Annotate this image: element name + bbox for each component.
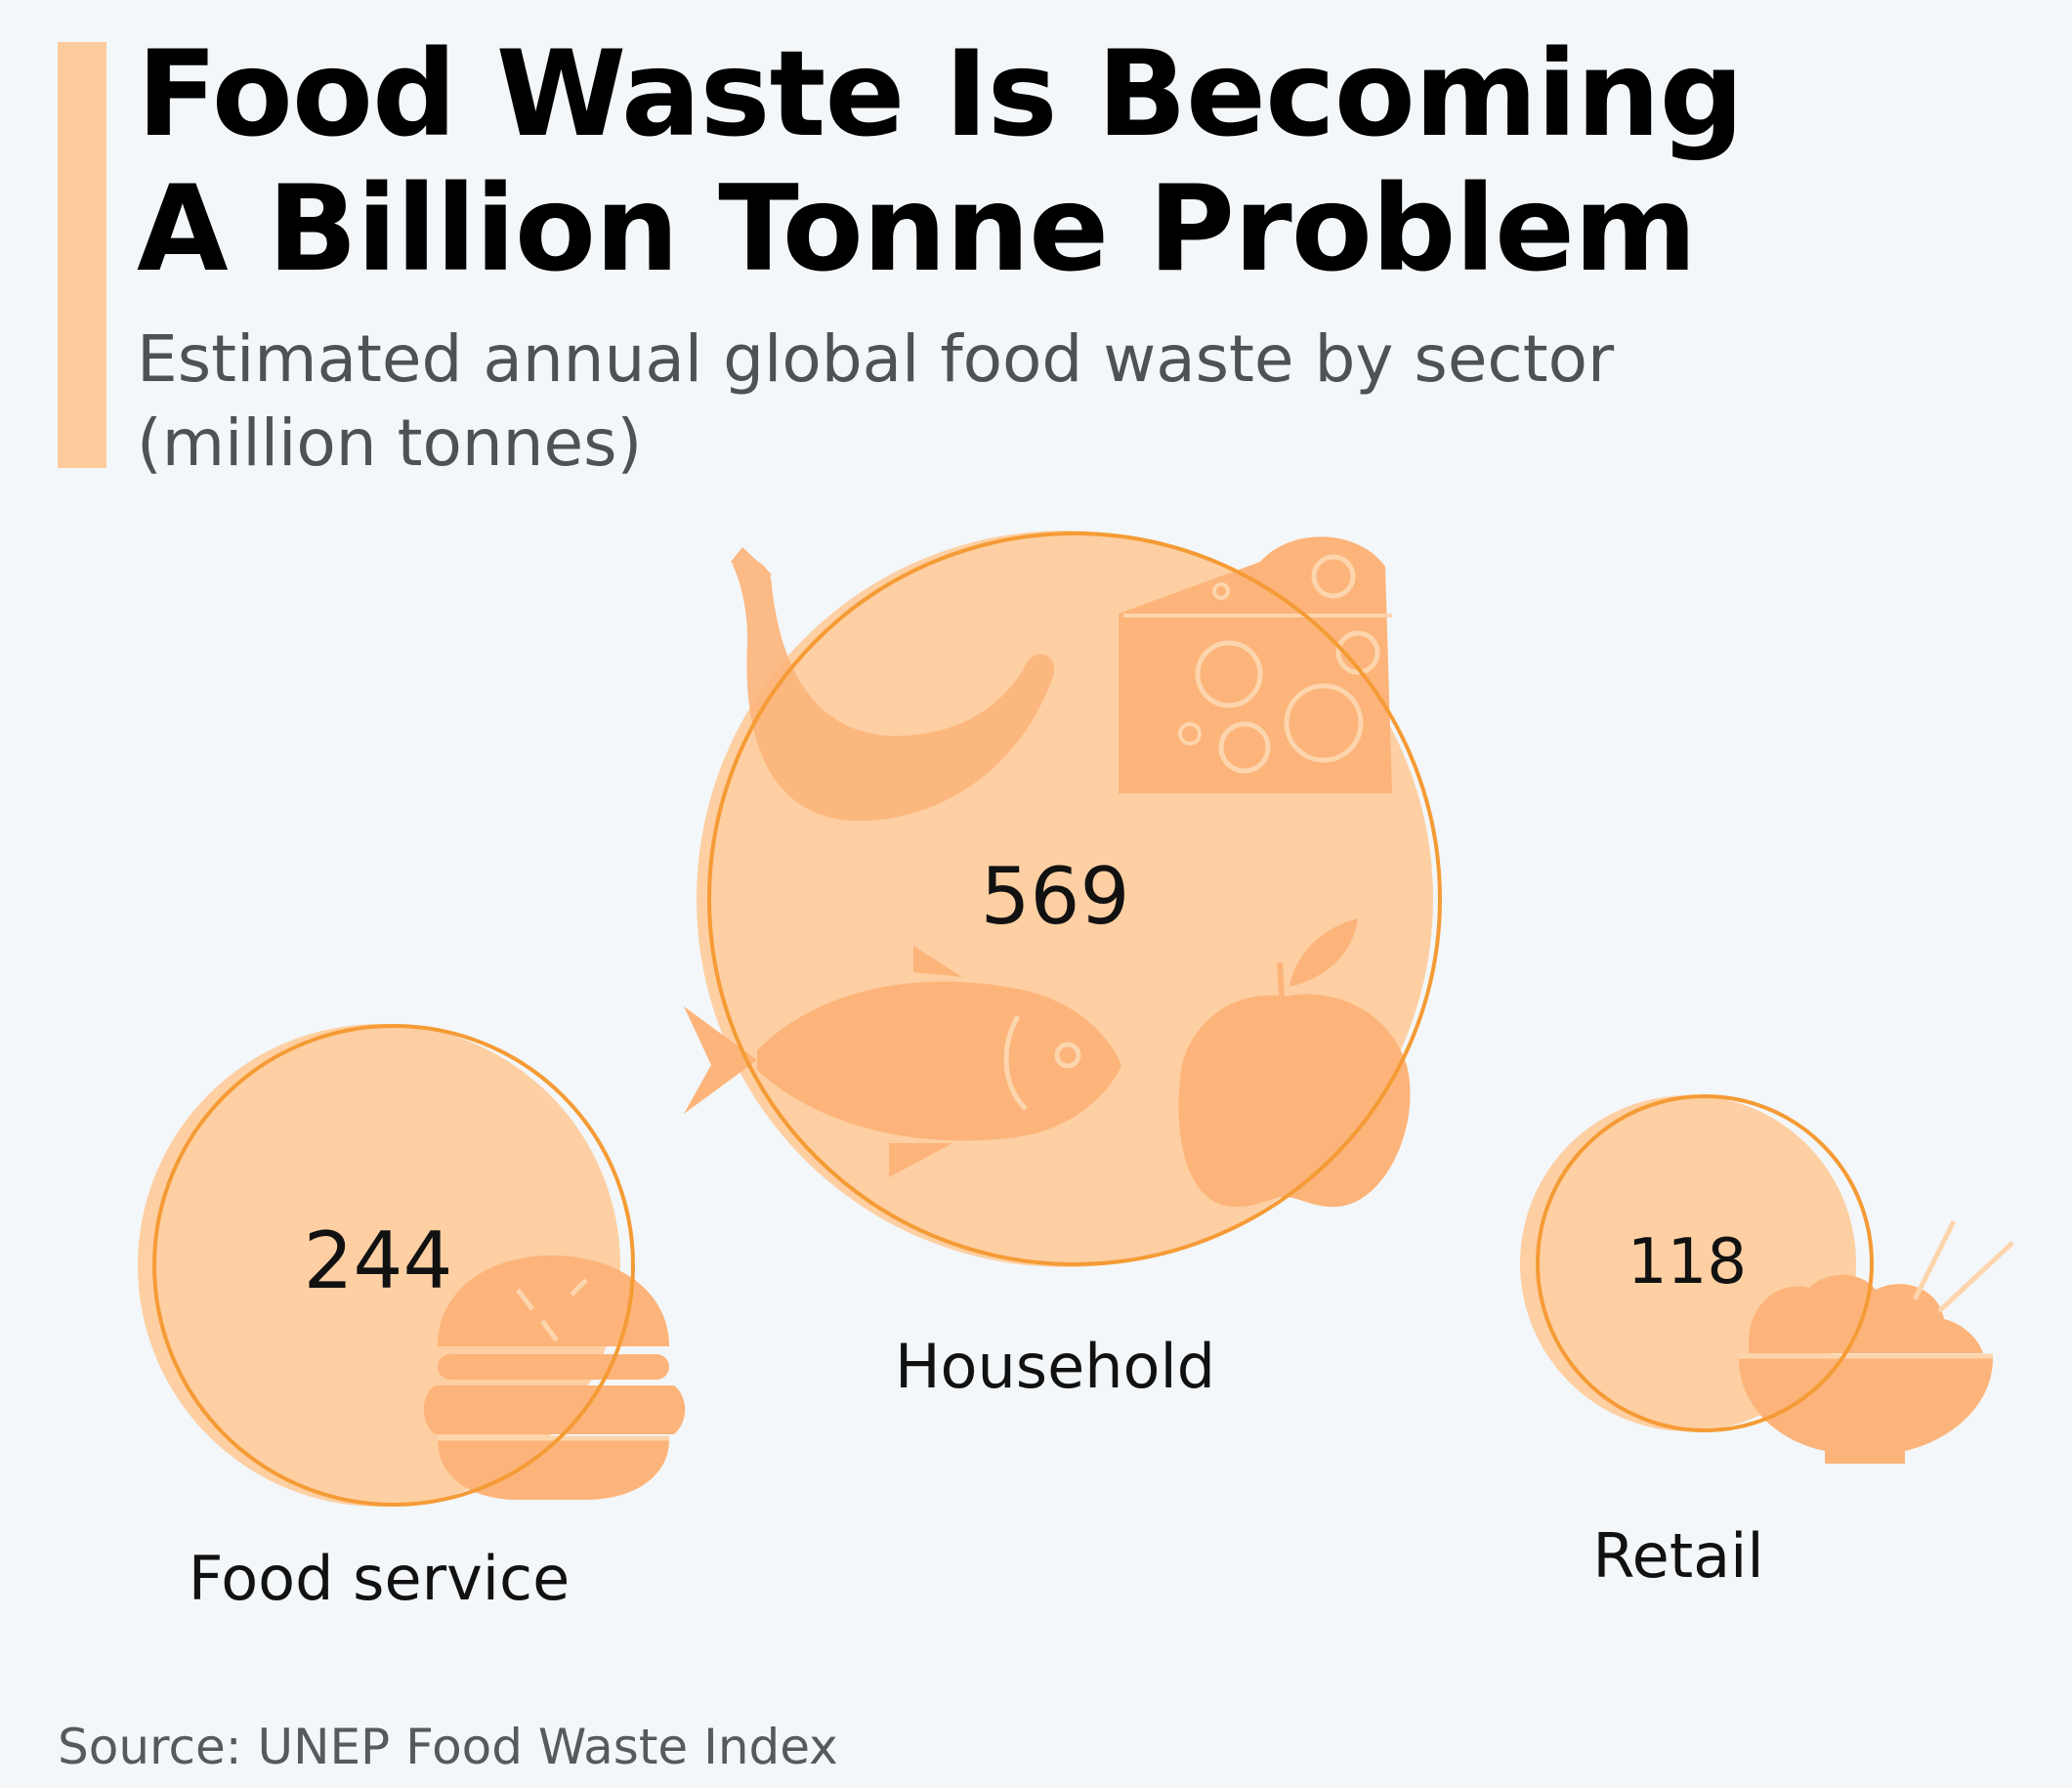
chart-title-line-2: A Billion Tonne Problem [137, 160, 1697, 298]
category-label-household: Household [895, 1331, 1215, 1402]
cheese-icon [1119, 536, 1392, 793]
bubble-retail-outline [1536, 1094, 1874, 1432]
fish-icon [684, 946, 1121, 1177]
chart-subtitle-line-2: (million tonnes) [137, 405, 643, 481]
bubble-food-service-outline [152, 1024, 635, 1507]
category-label-retail: Retail [1592, 1520, 1763, 1592]
banana-icon [731, 547, 1055, 821]
accent-bar [58, 42, 106, 468]
chart-title-line-1: Food Waste Is Becoming [137, 25, 1744, 163]
bubble-food-service [138, 1024, 686, 1507]
source-note: Source: UNEP Food Waste Index [58, 1719, 838, 1775]
chart-subtitle: Estimated annual global food waste by se… [137, 318, 1895, 486]
bubble-household [684, 531, 1442, 1267]
bubble-retail [1520, 1094, 2014, 1464]
category-label-food-service: Food service [189, 1543, 570, 1614]
value-label-household: 569 [981, 851, 1130, 942]
bubble-household-outline [707, 532, 1442, 1266]
burger-icon [423, 1256, 686, 1500]
chart-title: Food Waste Is Becoming A Billion Tonne P… [137, 27, 1895, 297]
value-label-food-service: 244 [304, 1215, 453, 1306]
apple-icon [1178, 918, 1411, 1208]
value-label-retail: 118 [1628, 1226, 1747, 1298]
chart-subtitle-line-1: Estimated annual global food waste by se… [137, 321, 1615, 397]
